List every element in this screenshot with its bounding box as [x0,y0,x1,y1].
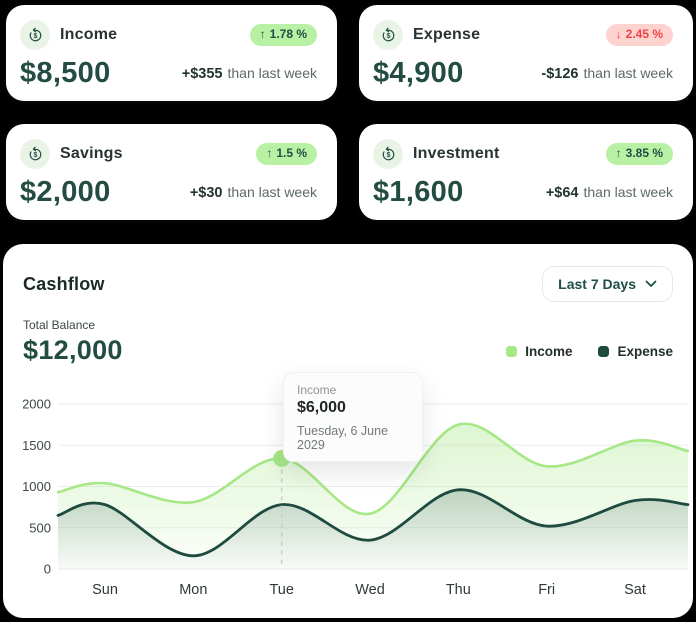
stat-card-body: $4,900 -$126 than last week [373,57,673,90]
expense-line [56,488,690,558]
stat-card-body: $2,000 +$30 than last week [20,176,317,209]
cashflow-title: Cashflow [23,273,105,294]
legend-swatch-expense [598,346,610,357]
trend-badge: ↑ 3.85 % [605,143,673,165]
money-refresh-icon: $ [373,20,403,50]
stat-card-header: $ Income ↑ 1.78 % [20,20,317,50]
delta-amount: +$30 [189,185,223,201]
trend-badge: ↑ 1.78 % [249,24,317,46]
stat-card-header: $ Investment ↑ 3.85 % [373,139,673,169]
svg-text:$: $ [33,32,37,40]
card-title: Investment [413,145,500,162]
card-title: Income [60,26,118,43]
trend-percent: 1.5 % [276,146,307,161]
trend-arrow-icon: ↑ [259,27,266,42]
stat-card-body: $1,600 +$64 than last week [373,176,673,209]
tooltip-date: Tuesday, 6 June 2029 [297,424,389,452]
money-refresh-icon: $ [20,139,50,169]
card-title: Savings [60,145,123,162]
money-refresh-icon: $ [20,20,50,50]
delta-amount: +$64 [545,185,579,201]
delta-caption: than last week [227,65,318,81]
legend-item-income: Income [506,344,572,359]
x-axis-tick-label: Fri [538,582,555,598]
cashflow-header: Cashflow Last 7 Days [23,266,673,302]
trend-badge: ↑ 1.5 % [256,143,317,165]
stat-card-investment: $ Investment ↑ 3.85 % $1,600 +$64 than l… [359,124,693,220]
money-refresh-icon: $ [373,139,403,169]
stat-card-body: $8,500 +$355 than last week [20,57,317,90]
stat-card-header: $ Savings ↑ 1.5 % [20,139,317,169]
cashflow-chart[interactable]: 0 500 1000 1500 2000 Sun Mon Tue Wed Thu Fri Sat In… [23,372,693,608]
card-value: $4,900 [373,57,464,89]
trend-percent: 2.45 % [625,27,663,42]
card-value: $1,600 [373,176,464,208]
legend-swatch-income [506,346,518,357]
stat-card-savings: $ Savings ↑ 1.5 % $2,000 +$30 than last … [6,124,337,220]
delta-amount: -$126 [541,66,579,82]
date-range-dropdown[interactable]: Last 7 Days [542,266,673,302]
x-axis-tick-label: Mon [179,582,207,598]
stat-card-income: $ Income ↑ 1.78 % $8,500 +$355 than last… [6,5,337,101]
delta-caption: than last week [583,184,674,200]
y-axis-tick-label: 1500 [23,438,51,453]
balance-row: Total Balance $12,000 Income Expense [23,318,673,366]
card-value: $8,500 [20,57,111,89]
trend-badge: ↓ 2.45 % [605,24,673,46]
delta-caption: than last week [583,65,674,81]
chevron-down-icon [645,280,657,288]
delta-caption: than last week [227,184,318,200]
card-delta: -$126 than last week [541,65,673,82]
date-range-label: Last 7 Days [558,276,636,292]
legend-label: Expense [617,344,673,359]
y-axis-tick-label: 0 [44,562,51,577]
tooltip-value: $6,000 [297,399,346,416]
y-axis-tick-label: 2000 [23,397,51,412]
chart-plot-area[interactable]: 0 500 1000 1500 2000 Sun Mon Tue Wed Thu Fri Sat [23,396,693,608]
trend-arrow-icon: ↑ [266,146,273,161]
stat-card-expense: $ Expense ↓ 2.45 % $4,900 -$126 than las… [359,5,693,101]
delta-amount: +$355 [181,66,223,82]
total-balance-block: Total Balance $12,000 [23,318,123,366]
total-balance-label: Total Balance [23,318,96,332]
x-axis-tick-label: Sat [624,582,646,598]
chart-legend: Income Expense [506,344,673,359]
total-balance-value: $12,000 [23,335,123,365]
trend-percent: 3.85 % [625,146,663,161]
trend-arrow-icon: ↓ [615,27,622,42]
svg-text:$: $ [386,32,390,40]
y-axis-tick-label: 1000 [23,479,51,494]
card-delta: +$64 than last week [546,184,673,201]
svg-text:$: $ [33,151,37,159]
tooltip-series-label: Income [297,383,337,397]
x-axis-tick-label: Thu [446,582,471,598]
stat-card-header: $ Expense ↓ 2.45 % [373,20,673,50]
x-axis-tick-label: Sun [92,582,118,598]
chart-tooltip: Income $6,000 Tuesday, 6 June 2029 [283,372,423,462]
y-axis-tick-label: 500 [29,520,51,535]
card-delta: +$30 than last week [190,184,317,201]
x-axis-tick-label: Tue [269,582,293,598]
stat-cards-grid: $ Income ↑ 1.78 % $8,500 +$355 than last… [0,0,696,220]
x-axis-tick-label: Wed [355,582,385,598]
legend-label: Income [525,344,573,359]
trend-arrow-icon: ↑ [615,146,622,161]
card-delta: +$355 than last week [182,65,317,82]
card-value: $2,000 [20,176,111,208]
card-title: Expense [413,26,481,43]
trend-percent: 1.78 % [269,27,307,42]
svg-text:$: $ [386,151,390,159]
cashflow-card: Cashflow Last 7 Days Total Balance $12,0… [3,244,693,618]
legend-item-expense: Expense [598,344,673,359]
income-line [56,422,690,516]
